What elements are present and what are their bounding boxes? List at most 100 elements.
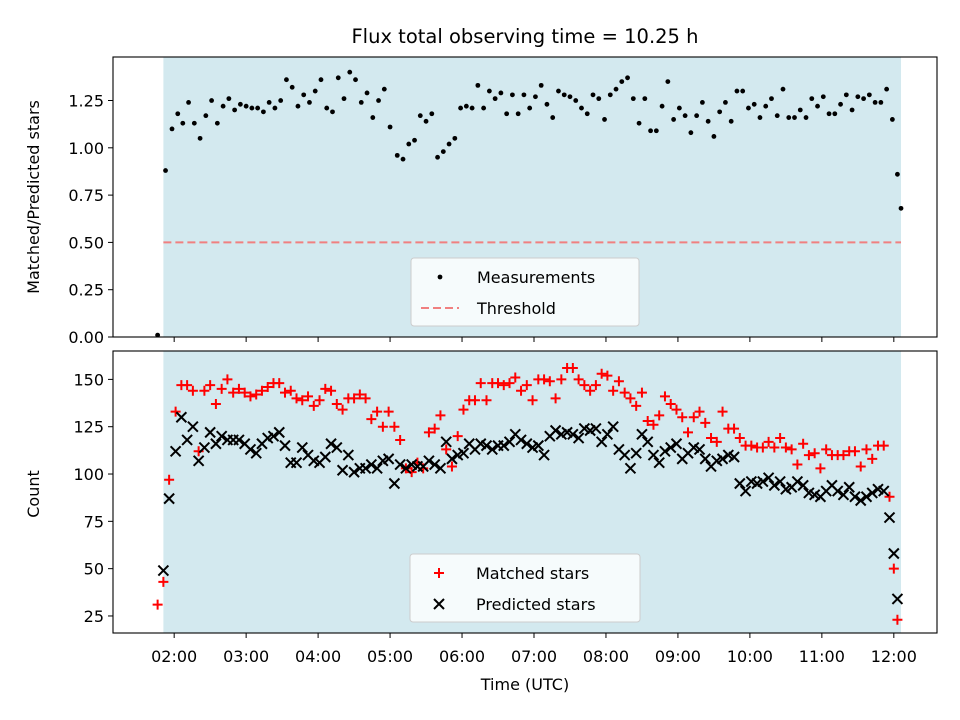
data-point [170,406,181,417]
data-point [498,439,510,452]
data-point [326,385,337,396]
data-point [155,332,161,338]
data-point [791,475,804,488]
data-point [331,441,343,454]
data-point [892,614,903,625]
data-point [539,374,550,385]
data-point [717,406,728,417]
data-point [729,423,740,434]
data-point [320,383,331,394]
legend: Matched stars Predicted stars [409,553,641,623]
data-point [267,430,280,442]
data-point [423,118,429,124]
data-point [774,475,786,488]
data-point [538,82,544,88]
data-point [711,134,717,139]
data-point [354,389,365,400]
data-point [878,100,884,105]
data-point [458,404,469,415]
data-point [561,92,567,98]
data-point [595,436,608,448]
chart-title: Flux total observing time = 10.25 h [351,25,698,48]
data-point [245,391,256,402]
data-point [285,385,296,396]
data-point [757,115,763,120]
data-point [222,374,233,385]
legend-marker-plus [434,568,444,578]
data-point [843,92,849,98]
data-point [233,383,244,394]
data-point [757,475,769,488]
data-point [324,105,330,111]
data-point [797,479,809,492]
data-point [596,368,607,379]
data-point [849,446,860,457]
data-point [370,115,376,120]
data-point [533,94,538,100]
data-point [532,439,545,452]
data-point [510,372,521,383]
data-point [303,391,314,402]
data-point [888,563,899,574]
data-point [677,412,688,423]
data-point [429,111,435,117]
data-point [243,103,249,109]
data-point [831,485,844,497]
data-point [440,436,452,448]
data-point [175,111,181,117]
data-point [849,107,855,113]
data-point [182,380,193,391]
data-point [372,406,383,417]
data-point [567,428,579,440]
data-point [429,423,440,434]
data-point [388,477,401,490]
data-point [205,380,216,391]
data-point [751,101,757,107]
data-point [803,450,814,461]
data-point [625,75,630,81]
data-point [688,412,699,423]
data-point [504,111,510,117]
data-point [809,96,815,102]
data-point [775,433,786,444]
data-point [216,383,227,394]
data-point [659,103,665,109]
data-point [671,404,682,415]
y-tick-label: 0.25 [68,281,104,300]
y-tick-label: 0.75 [68,186,104,205]
data-point [820,94,826,100]
data-point [670,438,683,450]
data-point [291,393,302,404]
data-point [682,113,688,119]
data-point [821,444,832,455]
data-point [308,400,319,411]
data-point [180,120,186,126]
data-point [441,444,452,455]
data-point [274,378,285,389]
data-point [803,115,809,120]
data-point [237,101,243,107]
data-point [659,445,671,458]
legend-box [410,257,640,327]
data-point [169,126,175,132]
data-point [360,393,371,404]
data-point [314,395,325,406]
data-point [665,441,677,454]
data-point [371,462,383,475]
top-y-axis-label: Matched/Predicted stars [24,100,43,294]
data-point [757,442,768,453]
data-point [435,154,440,160]
data-point [549,424,562,437]
data-point [769,442,780,453]
series-measurements [155,69,904,338]
x-tick-label: 08:00 [583,647,629,666]
data-point [699,100,705,105]
data-point [493,378,504,389]
data-point [762,472,775,484]
data-point [330,109,335,115]
data-point [883,511,896,524]
data-point [228,387,239,398]
data-point [440,149,446,154]
data-point [642,416,653,427]
data-point [884,491,895,502]
